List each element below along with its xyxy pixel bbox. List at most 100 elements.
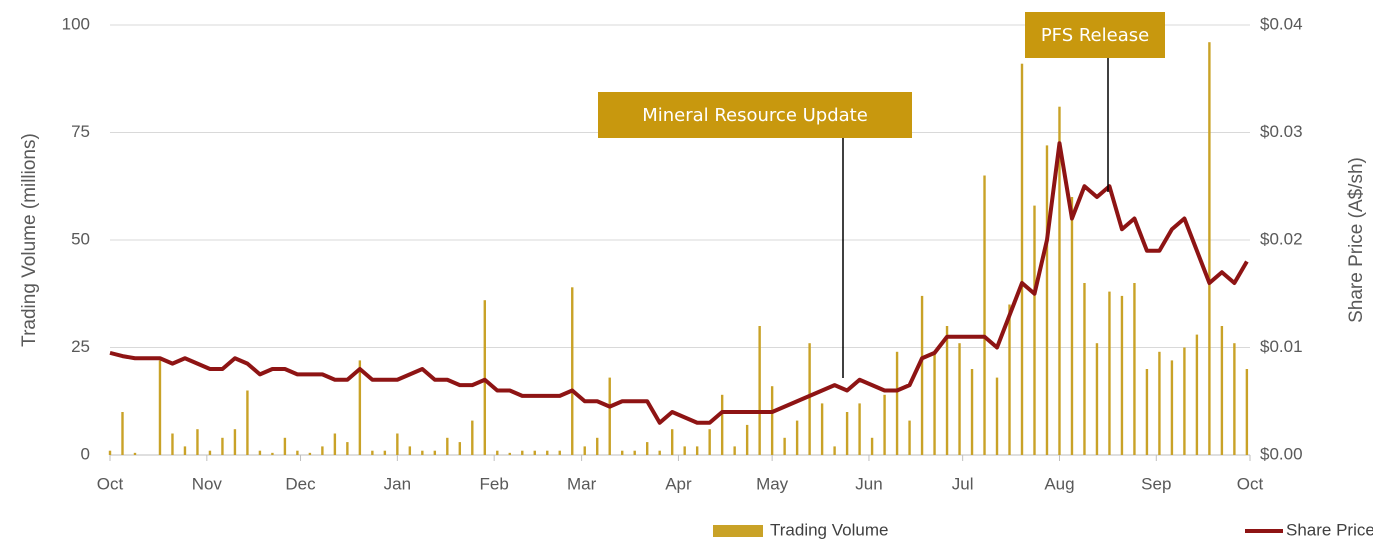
- volume-bar: [221, 437, 224, 455]
- y-tick-label: 100: [62, 14, 90, 33]
- y2-axis-label: Share Price (A$/sh): [1346, 157, 1367, 323]
- volume-bar: [1070, 197, 1074, 455]
- volume-bar: [820, 403, 824, 455]
- volume-bar: [433, 450, 437, 455]
- volume-bar: [233, 429, 237, 455]
- volume-bar: [1108, 291, 1111, 455]
- x-tick-label: Nov: [192, 474, 223, 493]
- annotation-box: [1025, 12, 1165, 58]
- volume-bar: [895, 351, 899, 455]
- volume-bar: [695, 446, 699, 455]
- volume-bar: [833, 446, 836, 455]
- legend-label: Share Price: [1286, 520, 1373, 539]
- bars: [108, 42, 1249, 455]
- annotations: Mineral Resource Update PFS Release: [598, 12, 1165, 378]
- volume-bar: [908, 420, 911, 455]
- volume-bar: [558, 450, 561, 455]
- grid: 0 25 50 75 100 $0.00 $0.01 $0.02 $0.03 $0.04 Oct No…: [62, 14, 1303, 493]
- x-tick-label: May: [756, 474, 789, 493]
- volume-bar: [945, 326, 949, 455]
- y2-tick-label: $0.04: [1260, 14, 1303, 33]
- volume-bar: [795, 420, 799, 455]
- volume-bar: [546, 450, 549, 455]
- volume-bar: [708, 429, 711, 455]
- volume-bar: [208, 450, 212, 455]
- volume-bar: [533, 450, 536, 455]
- volume-bar: [158, 360, 162, 455]
- volume-bar: [745, 424, 749, 455]
- volume-bar: [995, 377, 999, 455]
- volume-bar: [508, 452, 511, 455]
- x-tick-label: Jul: [952, 474, 974, 493]
- legend-swatch: [713, 525, 763, 537]
- volume-bar: [1158, 351, 1161, 455]
- volume-bar: [658, 450, 661, 455]
- volume-bar: [421, 450, 424, 455]
- volume-bar: [396, 433, 399, 455]
- volume-bar: [583, 446, 586, 455]
- volume-bar: [883, 394, 886, 455]
- y2-tick-label: $0.03: [1260, 122, 1303, 141]
- volume-bar: [371, 450, 374, 455]
- x-tick-label: Dec: [285, 474, 316, 493]
- volume-bar: [858, 403, 861, 455]
- y2-tick-label: $0.02: [1260, 229, 1303, 248]
- volume-bar: [1045, 145, 1049, 455]
- volume-bar: [333, 433, 337, 455]
- x-tick-label: Oct: [97, 474, 124, 493]
- y2-tick-label: $0.01: [1260, 337, 1303, 356]
- price-line: [109, 141, 1249, 425]
- x-tick-label: Apr: [665, 474, 692, 493]
- volume-bar: [296, 450, 299, 455]
- volume-bar: [1020, 63, 1024, 455]
- volume-bar: [1170, 360, 1174, 455]
- x-tick-label: Feb: [480, 474, 509, 493]
- x-tick-label: Jun: [855, 474, 882, 493]
- volume-bar: [1095, 343, 1099, 455]
- volume-bar: [1183, 347, 1186, 455]
- volume-bar: [471, 420, 474, 455]
- volume-bar: [246, 390, 249, 455]
- volume-bar: [283, 437, 287, 455]
- legend: Trading Volume Share Price: [713, 520, 1373, 539]
- annotation-box: [598, 92, 912, 138]
- volume-bar: [621, 450, 624, 455]
- volume-bar: [383, 450, 387, 455]
- volume-bar: [1033, 205, 1036, 455]
- volume-bar: [920, 295, 924, 455]
- volume-bar: [1008, 304, 1011, 455]
- lines: [109, 141, 1249, 425]
- y-tick-label: 0: [81, 444, 90, 463]
- volume-bar: [133, 452, 137, 455]
- volume-bar: [958, 343, 961, 455]
- x-tick-label: Mar: [567, 474, 597, 493]
- volume-bar: [1120, 295, 1124, 455]
- x-tick-label: Aug: [1044, 474, 1074, 493]
- volume-bar: [1233, 343, 1236, 455]
- y-tick-label: 75: [71, 122, 90, 141]
- volume-bar: [683, 446, 686, 455]
- volume-bar: [720, 394, 724, 455]
- volume-bar: [596, 437, 599, 455]
- volume-bar: [521, 450, 524, 455]
- volume-bar: [408, 446, 412, 455]
- volume-bar: [1145, 369, 1149, 455]
- y2-tick-label: $0.00: [1260, 444, 1303, 463]
- volume-bar: [1245, 369, 1249, 455]
- volume-bar: [970, 369, 974, 455]
- y-axis-label: Trading Volume (millions): [19, 133, 40, 347]
- volume-bar: [608, 377, 611, 455]
- volume-bar: [446, 437, 449, 455]
- x-tick-label: Jan: [384, 474, 411, 493]
- volume-bar: [346, 442, 349, 455]
- legend-label: Trading Volume: [770, 520, 888, 539]
- annotation-text: PFS Release: [1041, 25, 1149, 46]
- y-tick-label: 25: [71, 337, 90, 356]
- volume-bar: [845, 412, 849, 455]
- volume-bar: [770, 386, 774, 455]
- volume-bar: [183, 446, 187, 455]
- volume-bar: [108, 450, 112, 455]
- volume-bar: [121, 412, 124, 455]
- x-tick-label: Sep: [1141, 474, 1171, 493]
